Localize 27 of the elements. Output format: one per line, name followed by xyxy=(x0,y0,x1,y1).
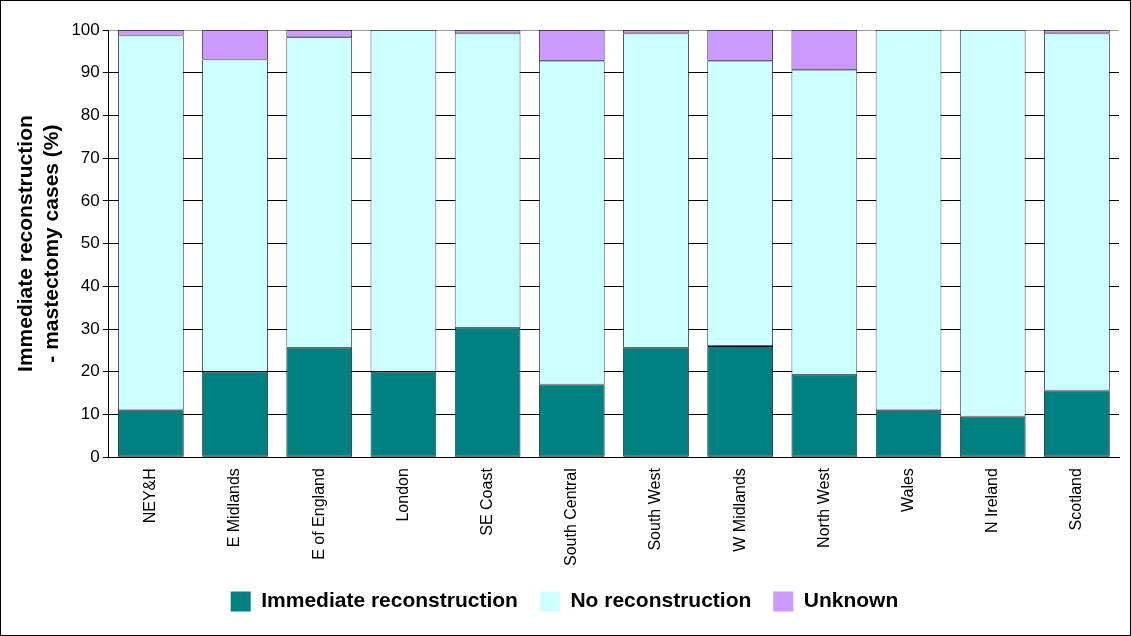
x-tick-label: South West xyxy=(646,467,664,551)
x-tick-label: E Midlands xyxy=(225,468,243,548)
x-tick-label: NEY&H xyxy=(141,468,159,524)
x-tick-label: South Central xyxy=(562,468,580,567)
y-tick-label: 90 xyxy=(80,62,100,82)
y-tick-label: 0 xyxy=(90,446,100,466)
x-tick-label: SE Coast xyxy=(478,467,496,536)
y-tick-label: 100 xyxy=(71,19,100,39)
x-tick-label: Scotland xyxy=(1067,468,1085,531)
x-tick-label: London xyxy=(393,468,411,522)
y-tick-label: 10 xyxy=(80,404,100,424)
x-tick-label: W Midlands xyxy=(730,468,748,552)
x-tick-label: Wales xyxy=(898,468,916,513)
y-tick-label: 80 xyxy=(80,105,100,125)
x-tick-label: N Ireland xyxy=(983,468,1001,534)
legend-label: Immediate reconstruction xyxy=(261,588,518,612)
x-tick-label: E of England xyxy=(309,468,327,560)
y-axis-title: Immediate reconstruction - mastectomy cases (%) xyxy=(13,115,62,372)
legend-label: Unknown xyxy=(803,588,899,612)
y-tick-label: 60 xyxy=(80,190,100,210)
y-tick-label: 40 xyxy=(80,275,100,295)
legend-label: No reconstruction xyxy=(570,588,752,612)
y-tick-label: 50 xyxy=(80,233,100,253)
y-tick-label: 20 xyxy=(80,361,100,381)
y-tick-label: 70 xyxy=(80,147,100,167)
x-tick-label: North West xyxy=(814,467,832,548)
y-tick-label: 30 xyxy=(80,318,100,338)
